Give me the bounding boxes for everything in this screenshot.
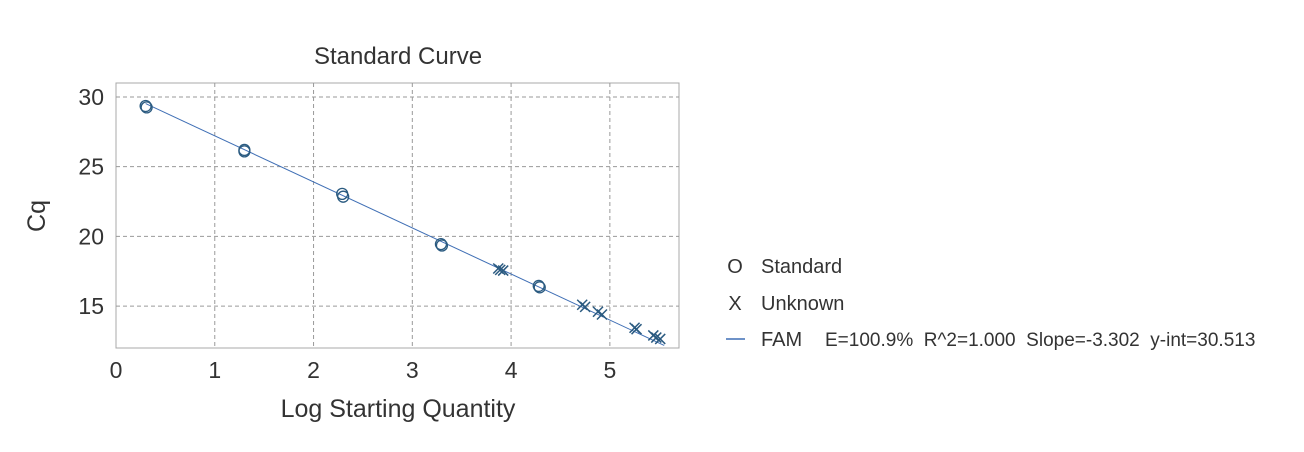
unknown-point — [497, 265, 509, 277]
unknown-point — [494, 264, 506, 276]
x-axis-label: Log Starting Quantity — [281, 395, 516, 423]
unknown-point — [630, 323, 643, 335]
y-tick-label: 20 — [78, 223, 104, 249]
standard-point — [140, 101, 153, 114]
legend-unknown-symbol: X — [728, 293, 741, 315]
fit-line — [145, 103, 665, 346]
legend: O Standard X Unknown FAM E=100.9% R^2=1.… — [726, 256, 1255, 351]
data-points — [139, 99, 666, 345]
legend-standard-label: Standard — [761, 256, 842, 278]
unknown-point — [654, 333, 666, 345]
y-axis-label: Cq — [23, 200, 51, 232]
y-tick-label: 15 — [78, 293, 104, 319]
standard-point — [139, 99, 152, 113]
standard-point — [533, 281, 546, 294]
plot-area — [115, 82, 680, 349]
y-tick-label: 30 — [78, 84, 104, 110]
legend-unknown-label: Unknown — [761, 293, 844, 315]
standard-point — [337, 190, 350, 203]
legend-standard-symbol: O — [727, 256, 743, 278]
unknown-point — [596, 308, 608, 321]
unknown-point — [650, 332, 662, 344]
chart-title: Standard Curve — [314, 43, 482, 70]
legend-fit-label: FAM — [761, 329, 802, 351]
tick-labels: 0 1 2 3 4 5 15 20 25 30 — [78, 84, 616, 383]
standard-point — [532, 279, 545, 293]
x-tick-label: 1 — [208, 357, 221, 383]
standard-point — [238, 145, 251, 158]
legend-fit-stats: E=100.9% R^2=1.000 Slope=-3.302 y-int=30… — [825, 330, 1255, 351]
fit-line-layer — [145, 103, 665, 346]
x-tick-label: 0 — [110, 357, 123, 383]
x-tick-label: 5 — [603, 357, 616, 383]
unknown-point — [579, 301, 591, 313]
standard-point — [434, 237, 448, 251]
y-tick-label: 25 — [78, 154, 104, 180]
x-tick-label: 3 — [406, 357, 419, 383]
standard-point — [435, 239, 449, 252]
x-tick-label: 4 — [505, 357, 518, 383]
x-tick-label: 2 — [307, 357, 320, 383]
